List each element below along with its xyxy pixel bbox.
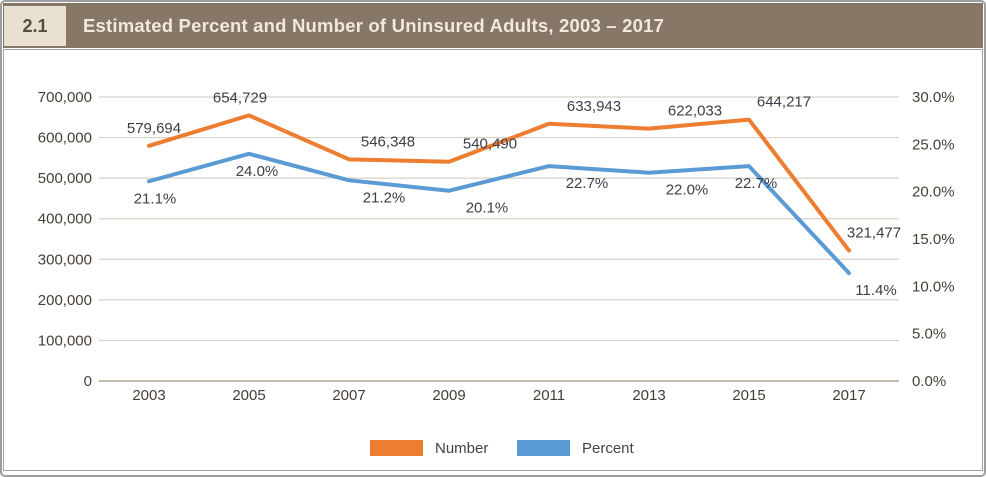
- percent-data-label: 21.1%: [134, 190, 177, 207]
- figure-header: 2.1 Estimated Percent and Number of Unin…: [3, 3, 983, 48]
- percent-data-label: 21.2%: [363, 189, 406, 206]
- series-line-number: [147, 113, 851, 253]
- percent-data-label: 24.0%: [236, 163, 279, 180]
- x-axis-label: 2009: [432, 387, 465, 404]
- right-axis-tick-label: 0.0%: [912, 373, 946, 390]
- left-axis-tick-label: 700,000: [38, 89, 92, 106]
- left-axis-tick-label: 300,000: [38, 251, 92, 268]
- number-data-label: 633,943: [567, 98, 621, 115]
- percent-data-label: 22.7%: [566, 175, 609, 192]
- line-chart-canvas: 0 100,000 200,000 300,000 400,000 500,000 600,…: [38, 89, 955, 457]
- right-axis-tick-label: 25.0%: [912, 136, 955, 153]
- number-data-label: 540,490: [463, 136, 517, 153]
- number-data-label: 644,217: [757, 94, 811, 111]
- percent-data-label: 20.1%: [466, 200, 509, 217]
- x-axis-label: 2011: [533, 387, 565, 404]
- number-data-label: 654,729: [213, 89, 267, 106]
- number-data-label: 579,694: [127, 120, 181, 137]
- figure-number-badge: 2.1: [4, 6, 66, 46]
- right-axis-tick-label: 5.0%: [912, 326, 946, 343]
- right-axis-tick-label: 20.0%: [912, 184, 955, 201]
- number-data-label: 622,033: [668, 103, 722, 120]
- x-axis-label: 2005: [232, 387, 265, 404]
- chart-box: 0 100,000 200,000 300,000 400,000 500,000 600,…: [3, 49, 983, 471]
- x-axis-label: 2013: [632, 387, 665, 404]
- figure-title: Estimated Percent and Number of Uninsure…: [83, 14, 665, 36]
- legend-swatch-number: [370, 440, 423, 456]
- left-axis-tick-label: 200,000: [38, 292, 92, 309]
- x-axis-label: 2007: [332, 387, 365, 404]
- left-axis-tick-label: 600,000: [38, 130, 92, 147]
- left-axis-tick-label: 500,000: [38, 170, 92, 187]
- x-axis-label: 2003: [132, 387, 165, 404]
- number-data-label: 546,348: [361, 133, 415, 150]
- right-axis-tick-label: 30.0%: [912, 89, 955, 106]
- legend-swatch-percent: [517, 440, 570, 456]
- percent-data-label: 22.7%: [735, 175, 778, 192]
- x-axis-label: 2015: [732, 387, 765, 404]
- figure-number: 2.1: [22, 15, 48, 36]
- right-axis-tick-label: 10.0%: [912, 278, 955, 295]
- number-data-label: 321,477: [847, 225, 901, 242]
- left-axis-tick-label: 100,000: [38, 332, 92, 349]
- right-axis-tick-label: 15.0%: [912, 231, 955, 248]
- x-axis-label: 2017: [832, 387, 865, 404]
- series-line-percent: [147, 151, 851, 276]
- percent-data-label: 11.4%: [855, 282, 896, 299]
- left-axis-tick-label: 400,000: [38, 211, 92, 228]
- left-axis-tick-label: 0: [84, 373, 92, 390]
- percent-data-label: 22.0%: [666, 182, 709, 199]
- legend-label-number: Number: [435, 440, 488, 457]
- legend-label-percent: Percent: [582, 440, 635, 457]
